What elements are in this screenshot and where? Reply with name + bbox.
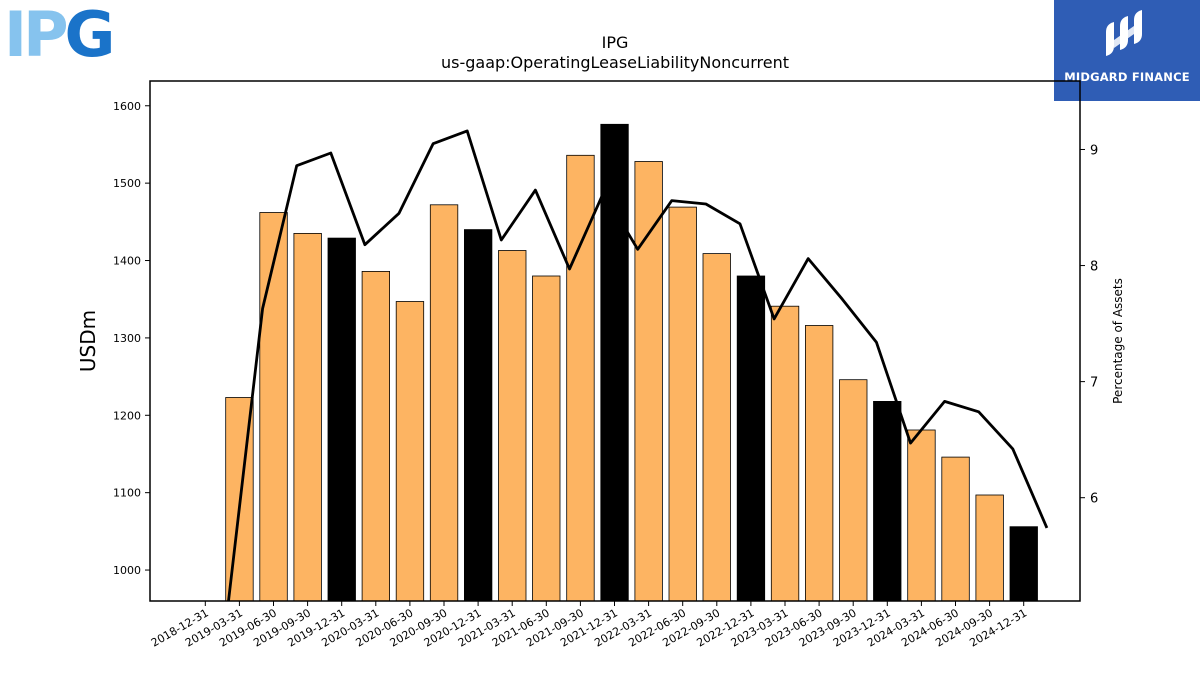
bar-2023-12-31 xyxy=(873,400,902,602)
chart-subtitle: us-gaap:OperatingLeaseLiabilityNoncurren… xyxy=(441,53,789,72)
y-tick-label: 1000 xyxy=(113,564,141,577)
bar-2024-06-30 xyxy=(941,456,970,602)
bar-2020-03-31 xyxy=(361,270,391,602)
bar-2023-03-31 xyxy=(770,305,800,602)
percentage-of-assets-line xyxy=(227,129,1049,602)
y-tick-label: 1200 xyxy=(113,409,141,422)
bar-series xyxy=(225,123,1038,602)
y-tick-label: 1300 xyxy=(113,332,141,345)
x-axis: 2018-12-312019-03-312019-06-302019-09-30… xyxy=(149,601,1029,650)
ipg-logo-text: IPG xyxy=(4,4,115,66)
bar-2022-12-31 xyxy=(736,275,766,602)
bar-2023-06-30 xyxy=(805,325,834,602)
ipg-logo-g: G xyxy=(64,0,116,71)
bar-2020-09-30 xyxy=(429,204,459,602)
y-tick-label: 1400 xyxy=(113,255,141,268)
bar-2019-12-31 xyxy=(327,237,356,602)
midgard-finance-logo: MIDGARD FINANCE xyxy=(1054,0,1200,101)
y-tick-label: 1100 xyxy=(113,487,141,500)
y2-tick-label: 6 xyxy=(1090,492,1098,507)
bar-2023-09-30 xyxy=(839,379,868,602)
y2-axis-label: Percentage of Assets xyxy=(1111,278,1125,404)
y2-axis: 6 7 8 9 xyxy=(1080,143,1098,507)
midgard-emblem-icon xyxy=(1106,10,1142,56)
bar-2020-06-30 xyxy=(395,301,425,602)
bar-2021-06-30 xyxy=(532,275,561,602)
bar-2024-12-31 xyxy=(1009,526,1038,602)
y-axis-label: USDm xyxy=(76,310,100,372)
bar-2020-12-31 xyxy=(463,229,493,602)
y2-tick-label: 7 xyxy=(1090,376,1098,391)
bar-2021-03-31 xyxy=(498,250,527,602)
y-axis: 1000 1100 1200 1300 1400 1500 1600 xyxy=(113,100,150,577)
bar-2021-12-31 xyxy=(600,123,629,602)
bar-2024-09-30 xyxy=(975,494,1004,602)
chart-title: IPG xyxy=(602,33,629,52)
bar-2022-03-31 xyxy=(634,161,663,602)
bar-2022-09-30 xyxy=(702,253,731,602)
line-series xyxy=(227,129,1049,602)
y2-tick-label: 9 xyxy=(1090,143,1098,158)
ipg-logo-ip: IP xyxy=(4,0,68,71)
bar-2019-09-30 xyxy=(293,232,322,602)
y-tick-label: 1500 xyxy=(113,177,141,190)
y2-tick-label: 8 xyxy=(1090,260,1098,275)
bar-2024-03-31 xyxy=(907,429,936,602)
bar-2019-06-30 xyxy=(259,212,288,602)
y-tick-label: 1600 xyxy=(113,100,141,113)
bar-2022-06-30 xyxy=(668,206,697,602)
midgard-logo-text: MIDGARD FINANCE xyxy=(1064,70,1190,84)
